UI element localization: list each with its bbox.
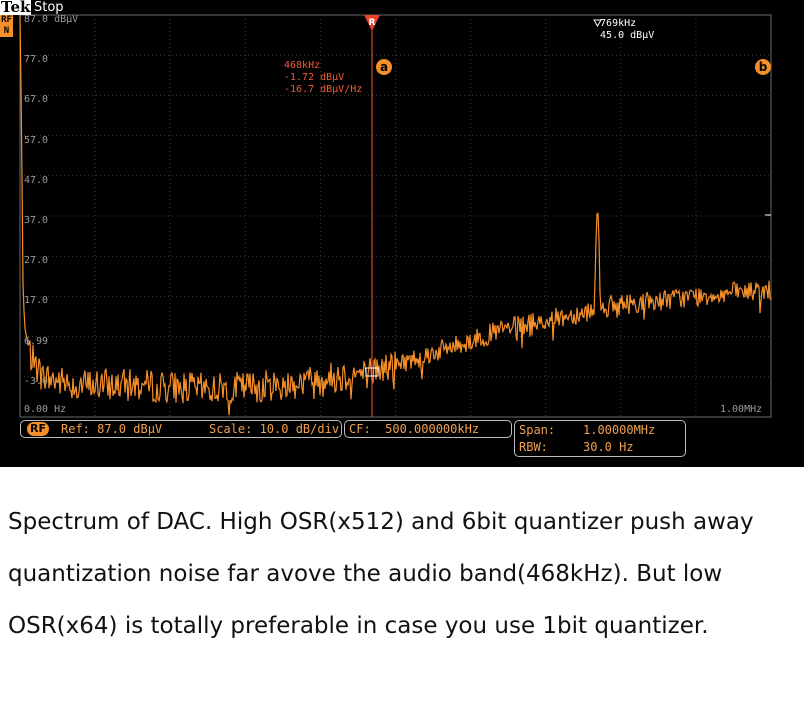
figure-caption: Spectrum of DAC. High OSR(x512) and 6bit…: [8, 509, 754, 639]
spectrum-display: R Tek Stop RF N 87.0 dBμV 77.0 67.0 57.0 47.…: [0, 0, 804, 467]
rbw-label: RBW:: [519, 440, 548, 454]
center-frequency: CF: 500.000000kHz: [349, 422, 480, 436]
y-tick-label: 67.0: [24, 94, 49, 106]
span-value: 1.00000MHz: [583, 423, 656, 437]
peak-freq: 769kHz: [600, 18, 637, 29]
span-label: Span:: [519, 423, 556, 437]
x-tick-start: 0.00 Hz: [24, 404, 67, 415]
x-tick-end: 1.00MHz: [720, 404, 763, 415]
center-frequency-panel[interactable]: CF: 500.000000kHz: [344, 420, 512, 438]
y-tick-label: 77.0: [24, 54, 49, 66]
marker-a-level: -1.72 dBμV: [284, 72, 345, 83]
status-bar: RF Ref: 87.0 dBμV Scale: 10.0 dB/div CF:…: [0, 418, 804, 467]
reference-marker-icon[interactable]: [364, 15, 380, 31]
y-tick-label: 37.0: [24, 215, 49, 226]
ref-level: Ref: 87.0 dBμV: [61, 422, 163, 436]
acquisition-state: Stop: [34, 0, 64, 15]
y-tick-label: 17.0: [24, 295, 49, 307]
peak-level: 45.0 dBμV: [600, 30, 655, 41]
marker-a-box: [365, 367, 379, 377]
rf-indicator: RF: [27, 422, 49, 436]
marker-a-density: -16.7 dBμV/Hz: [284, 84, 363, 95]
reference-panel[interactable]: RF Ref: 87.0 dBμV Scale: 10.0 dB/div: [20, 420, 342, 438]
spectrum-trace: [19, 14, 772, 416]
y-tick-label: 87.0 dBμV: [24, 14, 79, 25]
channel-badge: RF N: [0, 15, 13, 37]
y-tick-label: 47.0: [24, 174, 49, 186]
tek-logo: Tek: [0, 0, 31, 16]
y-tick-label: -3.0: [24, 375, 49, 387]
peak-readout: 769kHz 45.0 dBμV: [594, 18, 654, 42]
y-tick-label: 6.99: [24, 335, 49, 347]
span-panel[interactable]: Span: 1.00000MHz RBW: 30.0 Hz: [514, 420, 686, 457]
scale-value: Scale: 10.0 dB/div: [209, 422, 340, 436]
marker-b-badge[interactable]: b: [755, 59, 771, 75]
marker-a-readout: 468kHz -1.72 dBμV -16.7 dBμV/Hz: [284, 60, 362, 96]
rbw-value: 30.0 Hz: [583, 440, 634, 454]
grid: [20, 15, 771, 417]
spectrum-plot: R: [19, 14, 772, 418]
reference-marker-label: R: [369, 18, 376, 28]
y-tick-label: 57.0: [24, 134, 49, 146]
marker-a-freq: 468kHz: [284, 60, 321, 71]
marker-a-badge[interactable]: a: [376, 59, 392, 75]
peak-marker-icon: [593, 19, 602, 27]
trace-group: [19, 14, 772, 416]
y-tick-label: 27.0: [24, 255, 49, 267]
